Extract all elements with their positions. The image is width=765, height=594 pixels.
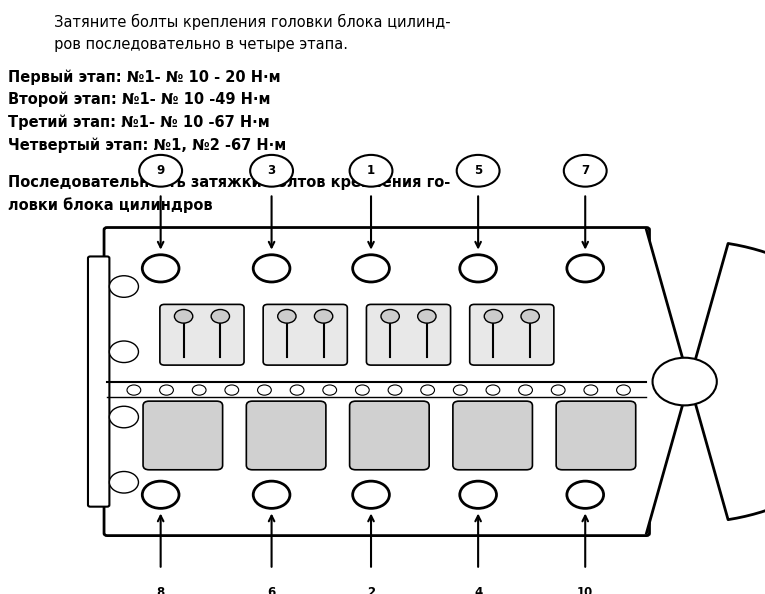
Circle shape xyxy=(139,576,182,594)
Circle shape xyxy=(418,309,436,323)
Circle shape xyxy=(457,155,500,187)
Circle shape xyxy=(314,309,333,323)
Circle shape xyxy=(142,255,179,282)
Circle shape xyxy=(552,385,565,395)
Circle shape xyxy=(350,576,392,594)
Circle shape xyxy=(139,155,182,187)
Circle shape xyxy=(109,406,138,428)
Circle shape xyxy=(584,385,597,395)
Text: 8: 8 xyxy=(157,586,164,594)
Text: 7: 7 xyxy=(581,165,589,177)
Circle shape xyxy=(457,576,500,594)
Circle shape xyxy=(567,481,604,508)
Text: 2: 2 xyxy=(367,586,375,594)
Circle shape xyxy=(421,385,435,395)
Circle shape xyxy=(486,385,500,395)
Text: 10: 10 xyxy=(577,586,594,594)
Circle shape xyxy=(567,255,604,282)
Circle shape xyxy=(454,385,467,395)
FancyBboxPatch shape xyxy=(350,401,429,470)
FancyBboxPatch shape xyxy=(470,304,554,365)
Circle shape xyxy=(381,309,399,323)
Text: 4: 4 xyxy=(474,586,482,594)
Circle shape xyxy=(160,385,174,395)
Circle shape xyxy=(250,155,293,187)
Text: 9: 9 xyxy=(157,165,164,177)
Circle shape xyxy=(250,576,293,594)
Text: Третий этап: №1- № 10 -67 Н·м: Третий этап: №1- № 10 -67 Н·м xyxy=(8,115,269,130)
Circle shape xyxy=(109,341,138,362)
Circle shape xyxy=(253,255,290,282)
Circle shape xyxy=(109,472,138,493)
Circle shape xyxy=(142,481,179,508)
Text: 5: 5 xyxy=(474,165,482,177)
FancyBboxPatch shape xyxy=(366,304,451,365)
Circle shape xyxy=(323,385,337,395)
Text: ловки блока цилиндров: ловки блока цилиндров xyxy=(8,197,212,213)
FancyBboxPatch shape xyxy=(453,401,532,470)
Circle shape xyxy=(617,385,630,395)
Circle shape xyxy=(356,385,369,395)
Circle shape xyxy=(353,255,389,282)
Text: Затяните болты крепления головки блока цилинд-: Затяните болты крепления головки блока ц… xyxy=(31,14,451,30)
Circle shape xyxy=(278,309,296,323)
Text: 3: 3 xyxy=(268,165,275,177)
Circle shape xyxy=(653,358,717,405)
Circle shape xyxy=(460,255,496,282)
FancyBboxPatch shape xyxy=(88,257,109,507)
Circle shape xyxy=(174,309,193,323)
Circle shape xyxy=(519,385,532,395)
Circle shape xyxy=(127,385,141,395)
Circle shape xyxy=(521,309,539,323)
Circle shape xyxy=(225,385,239,395)
FancyBboxPatch shape xyxy=(556,401,636,470)
Circle shape xyxy=(290,385,304,395)
Circle shape xyxy=(350,155,392,187)
Text: ров последовательно в четыре этапа.: ров последовательно в четыре этапа. xyxy=(31,37,347,52)
Text: Первый этап: №1- № 10 - 20 Н·м: Первый этап: №1- № 10 - 20 Н·м xyxy=(8,69,280,85)
Circle shape xyxy=(109,276,138,298)
Circle shape xyxy=(564,576,607,594)
Text: 1: 1 xyxy=(367,165,375,177)
Circle shape xyxy=(192,385,206,395)
Text: Второй этап: №1- № 10 -49 Н·м: Второй этап: №1- № 10 -49 Н·м xyxy=(8,92,270,108)
Circle shape xyxy=(353,481,389,508)
Circle shape xyxy=(484,309,503,323)
FancyBboxPatch shape xyxy=(160,304,244,365)
FancyBboxPatch shape xyxy=(104,228,649,536)
Circle shape xyxy=(460,481,496,508)
Circle shape xyxy=(564,155,607,187)
FancyBboxPatch shape xyxy=(143,401,223,470)
Circle shape xyxy=(211,309,230,323)
FancyBboxPatch shape xyxy=(246,401,326,470)
Circle shape xyxy=(388,385,402,395)
Circle shape xyxy=(258,385,272,395)
Text: Последовательность затяжки болтов крепления го-: Последовательность затяжки болтов крепле… xyxy=(8,175,450,191)
Polygon shape xyxy=(646,230,765,533)
FancyBboxPatch shape xyxy=(263,304,347,365)
Circle shape xyxy=(253,481,290,508)
Text: Четвертый этап: №1, №2 -67 Н·м: Четвертый этап: №1, №2 -67 Н·м xyxy=(8,137,286,153)
Text: 6: 6 xyxy=(268,586,275,594)
